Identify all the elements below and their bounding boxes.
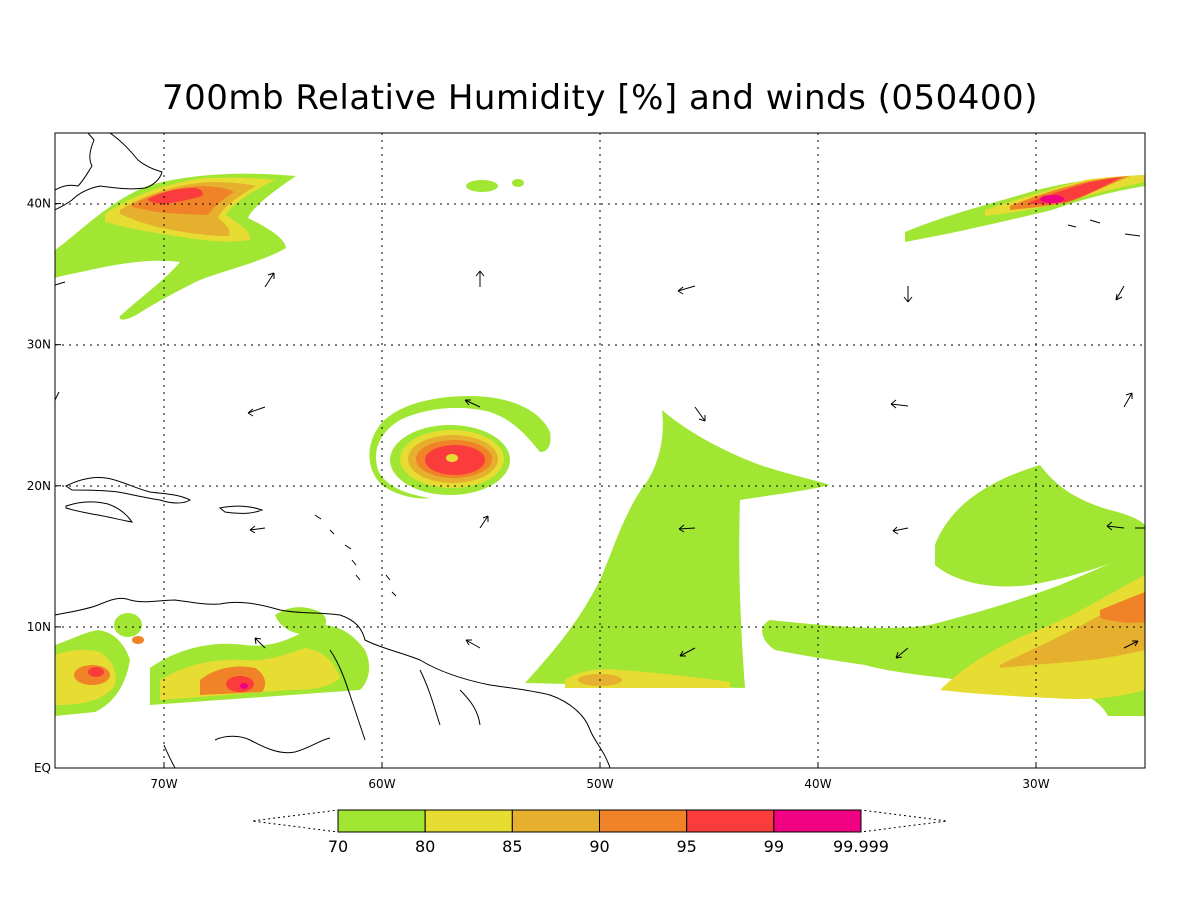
axis-ticks: 70W 60W 50W 40W 30W EQ 10N 20N 30N 40N <box>27 197 1050 791</box>
humidity-region-panama <box>114 613 142 637</box>
coastline-south-america <box>55 597 611 768</box>
humidity-region-storm-eye <box>446 454 458 462</box>
lat-tick-label: EQ <box>34 761 51 775</box>
colorbar-level-label: 90 <box>589 837 609 856</box>
lon-tick-label: 70W <box>150 777 177 791</box>
humidity-region-east-band-upper <box>935 465 1145 587</box>
humidity-region-east-90 <box>1100 592 1145 623</box>
lat-tick-label: 40N <box>27 197 51 211</box>
colorbar-swatch <box>337 809 426 833</box>
colorbar-level-label: 99.999 <box>833 837 889 856</box>
colorbar-swatch <box>773 809 862 833</box>
colorbar-left-triangle <box>251 809 339 833</box>
humidity-region-patch-a <box>466 180 498 192</box>
lon-tick-label: 60W <box>368 777 395 791</box>
lat-tick-label: 20N <box>27 479 51 493</box>
humidity-region-panama-90 <box>132 636 144 644</box>
lon-tick-label: 40W <box>804 777 831 791</box>
wind-vector <box>479 515 489 529</box>
wind-vector <box>1123 640 1139 649</box>
lon-tick-label: 50W <box>586 777 613 791</box>
colorbar-level-label: 99 <box>764 837 784 856</box>
colorbar-level-label: 85 <box>502 837 522 856</box>
humidity-region-small-antilles <box>275 607 327 635</box>
wind-vector <box>249 525 266 534</box>
wind-vector <box>1123 392 1133 408</box>
coastline-azores <box>1067 219 1141 237</box>
coastlines <box>55 133 1141 768</box>
humidity-region-nw-95 <box>148 188 203 204</box>
humidity-region-cv-99 <box>240 683 248 689</box>
humidity-region-ne-99 <box>1040 195 1064 203</box>
wind-vector <box>678 524 696 533</box>
wind-vector <box>890 399 909 409</box>
coastline-cuba <box>65 477 191 504</box>
wind-vector <box>903 286 913 303</box>
humidity-regions <box>55 173 1145 716</box>
coastline-north-america <box>55 133 163 211</box>
colorbar-labels: 70 80 85 90 95 99 99.999 <box>328 837 889 856</box>
wind-vector <box>679 647 696 657</box>
wind-vector <box>254 637 266 649</box>
colorbar-swatch <box>599 809 688 833</box>
colorbar-swatch <box>424 809 513 833</box>
colorbar-right-triangle <box>860 809 948 833</box>
coastline-internal-borders <box>329 649 481 741</box>
humidity-region-east-80 <box>940 575 1145 700</box>
wind-vector <box>264 272 275 288</box>
wind-vector <box>677 285 696 295</box>
coastline-hispaniola <box>65 501 264 523</box>
colorbar-level-label: 70 <box>328 837 348 856</box>
wind-vector <box>1106 521 1125 531</box>
map-title: 700mb Relative Humidity [%] and winds (0… <box>162 78 1038 118</box>
wind-vector <box>475 270 485 287</box>
humidity-region-spiral-arm <box>369 396 551 499</box>
wind-vector <box>892 526 909 535</box>
humidity-region-cv-95 <box>226 676 254 692</box>
humidity-region-caribbean-sw-95 <box>88 667 104 677</box>
humidity-region-patch-b <box>512 179 524 187</box>
humidity-region-east-85 <box>1000 592 1145 668</box>
humidity-region-central-tongue <box>525 410 830 688</box>
wind-vectors <box>55 270 1145 659</box>
wind-vector <box>55 391 60 401</box>
colorbar-swatch <box>511 809 600 833</box>
grid-lines <box>55 133 1145 768</box>
colorbar-level-label: 95 <box>676 837 696 856</box>
colorbar-swatches <box>337 809 862 833</box>
wind-vector <box>1115 285 1125 301</box>
coastline-caribbean-islands <box>314 514 397 597</box>
colorbar-level-label: 80 <box>415 837 435 856</box>
wind-vector <box>247 406 266 417</box>
wind-vector <box>895 647 909 659</box>
lon-tick-label: 30W <box>1022 777 1049 791</box>
wind-vector <box>55 281 66 286</box>
wind-vector <box>694 406 706 422</box>
wind-vector <box>465 639 481 649</box>
lat-tick-label: 10N <box>27 620 51 634</box>
colorbar-swatch <box>686 809 775 833</box>
lat-tick-label: 30N <box>27 338 51 352</box>
colorbar: 70 80 85 90 95 99 99.999 <box>251 809 948 856</box>
wind-vector <box>464 399 481 408</box>
